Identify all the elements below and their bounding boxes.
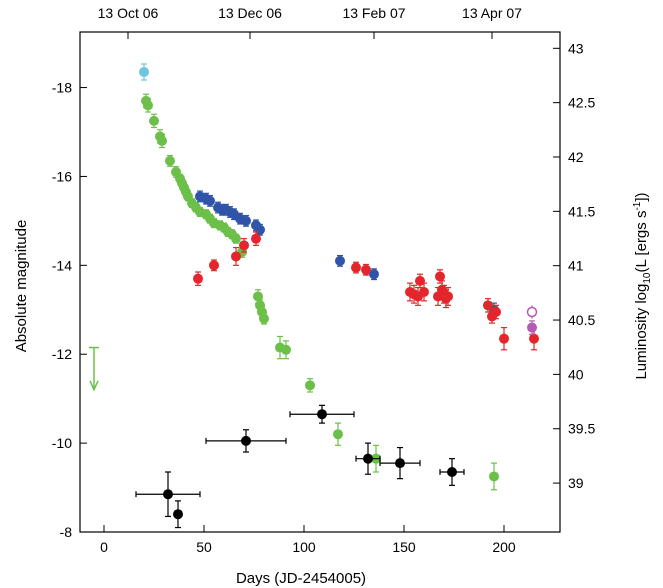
- y-tick-label: -14: [52, 257, 72, 273]
- y-tick-label: -8: [60, 524, 73, 540]
- y-tick-label: -10: [52, 435, 72, 451]
- data-point: [165, 155, 175, 166]
- y2-tick-label: 39.5: [568, 421, 595, 437]
- top-tick-label: 13 Feb 07: [342, 5, 405, 21]
- top-tick-label: 13 Dec 06: [218, 5, 282, 21]
- y-tick-label: -18: [52, 80, 72, 96]
- data-point: [241, 215, 251, 226]
- data-point: [193, 273, 203, 284]
- data-point: [205, 195, 215, 206]
- y2-tick-label: 39: [568, 475, 584, 491]
- data-layer: [89, 63, 539, 529]
- x-tick-label: 150: [392, 539, 416, 555]
- data-point: [163, 489, 173, 500]
- data-point: [281, 344, 291, 355]
- data-point: [447, 467, 457, 477]
- y-tick-label: -12: [52, 346, 72, 362]
- data-point: [499, 333, 509, 344]
- data-point: [351, 262, 361, 273]
- data-point: [231, 233, 241, 244]
- y-tick-label: -16: [52, 168, 72, 184]
- upper-limit-head: [89, 380, 99, 392]
- data-point: [529, 333, 539, 344]
- series-magenta: [526, 305, 538, 335]
- data-point: [139, 67, 149, 77]
- y-axis-title: Absolute magnitude: [13, 220, 30, 353]
- y2-tick-label: 40.5: [568, 312, 595, 328]
- data-point: [335, 255, 345, 266]
- y2-tick-label: 43: [568, 40, 584, 56]
- data-point: [253, 291, 263, 302]
- data-point: [333, 429, 343, 440]
- upper-limit-arrow: [89, 346, 99, 392]
- x-axis-title: Days (JD-2454005): [236, 570, 366, 587]
- data-point: [489, 471, 499, 482]
- data-point: [443, 291, 453, 302]
- y2-tick-label: 42: [568, 149, 584, 165]
- data-point: [173, 509, 183, 520]
- top-tick-label: 13 Oct 06: [98, 5, 159, 21]
- data-point: [419, 287, 429, 297]
- axis-ticks: 0 50 100 150 200 -8 -10 -12 -14 -16 -18 39 39.5 40 40.…: [52, 5, 596, 555]
- data-point: [149, 115, 159, 126]
- x-tick-label: 0: [100, 539, 108, 555]
- series-cyan: [139, 63, 149, 81]
- data-point: [491, 307, 501, 317]
- y2-tick-label: 41: [568, 258, 584, 274]
- top-tick-label: 13 Apr 07: [462, 5, 522, 21]
- data-point: [435, 271, 445, 282]
- data-point: [369, 269, 379, 280]
- data-point-open: [526, 306, 538, 318]
- data-point: [231, 251, 241, 262]
- y2-tick-label: 41.5: [568, 203, 595, 219]
- series-black: [135, 404, 465, 529]
- x-tick-label: 100: [292, 539, 316, 555]
- plot-border: [79, 31, 561, 533]
- data-point: [305, 380, 315, 391]
- y2-tick-label: 42.5: [568, 95, 595, 111]
- x-tick-label: 50: [196, 539, 212, 555]
- data-point: [241, 435, 251, 446]
- data-point: [317, 409, 327, 420]
- data-point: [527, 322, 537, 333]
- data-point: [395, 458, 405, 469]
- data-point: [239, 240, 249, 251]
- x-tick-label: 200: [492, 539, 516, 555]
- data-point: [361, 264, 371, 275]
- data-point: [259, 313, 269, 324]
- y2-axis-title: Luminosity log10(L [ergs s-1]): [632, 192, 653, 379]
- data-point: [209, 260, 219, 271]
- y2-tick-label: 40: [568, 366, 584, 382]
- data-point: [483, 300, 493, 311]
- data-point: [157, 135, 167, 146]
- plot-frame: [79, 31, 561, 533]
- data-point: [363, 453, 373, 464]
- data-point: [143, 100, 153, 111]
- series-red: [193, 231, 539, 351]
- data-point: [251, 233, 261, 244]
